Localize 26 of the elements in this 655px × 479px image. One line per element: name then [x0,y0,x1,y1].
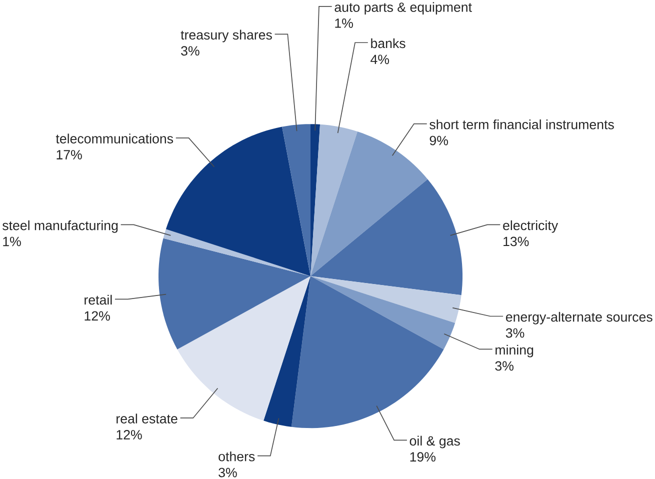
data-label: 3% [506,328,524,338]
data-label: 9% [430,136,448,146]
slice-label: mining [496,344,534,358]
data-label: 17% [56,150,82,160]
slice-label: retail [84,294,112,304]
data-label: 12% [84,311,110,320]
slice-label: banks [371,38,406,48]
slice-label: energy-alternate sources [506,312,652,324]
data-label: 19% [410,452,436,462]
slice-label: telecommunications [56,133,174,144]
slice-label: electricity [503,220,558,233]
data-label: 4% [370,54,390,64]
data-label: 1% [335,18,353,28]
slice-label: oil & gas [410,436,460,448]
slice-label: others [218,451,255,462]
data-label: 13% [504,236,529,246]
data-label: 3% [181,46,200,56]
slice-label: treasury shares [180,30,272,42]
data-label: 3% [218,468,237,478]
slice-label: real estate [116,413,178,424]
data-label: 3% [495,361,514,370]
data-label: 12% [116,430,142,440]
slice-label: short term financial instruments [430,119,614,130]
slice-label: steel manufacturing [2,220,118,233]
slice-label: auto parts & equipment [334,2,472,14]
data-label: 1% [3,236,21,246]
